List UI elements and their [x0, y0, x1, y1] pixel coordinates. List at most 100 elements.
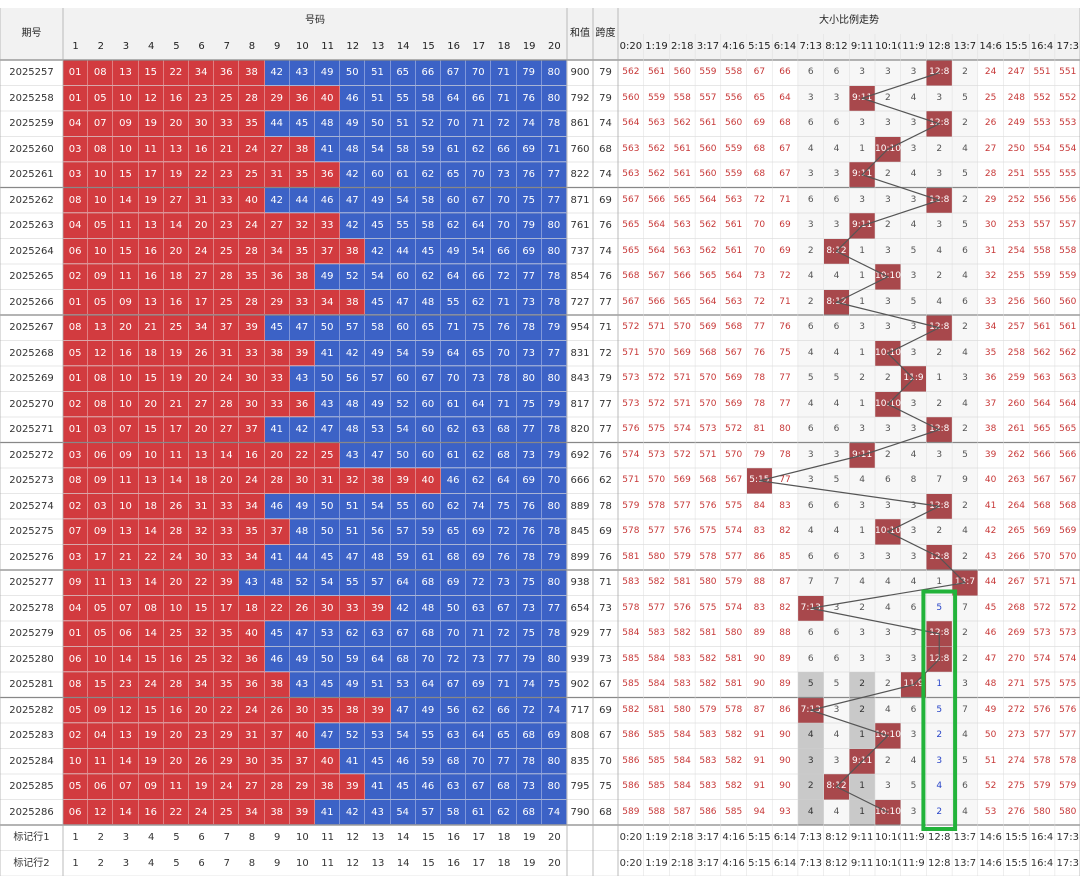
number-ball: 35	[239, 264, 265, 290]
numbers-header: 号码	[63, 8, 567, 34]
number-ball: 74	[516, 111, 542, 137]
number-ball: 58	[415, 187, 441, 213]
issue-cell: 2025267	[0, 315, 63, 341]
number-ball: 20	[189, 366, 215, 392]
ratio-miss-cell: 254	[1007, 245, 1025, 256]
ratio-miss-cell: 4	[900, 213, 927, 239]
ratio-miss-cell: 4	[952, 264, 978, 290]
ratio-miss-cell: 73	[753, 271, 766, 281]
number-ball: 54	[365, 136, 391, 162]
ratio-miss-cell: 3	[900, 264, 927, 290]
ratio-column-header: 17:3	[1054, 34, 1080, 60]
number-ball: 60	[441, 187, 467, 213]
ratio-miss-cell: 251	[1007, 169, 1025, 179]
number-column-header: 19	[516, 34, 542, 60]
sum-cell: 954	[567, 315, 593, 341]
ratio-miss-cell: 69	[779, 245, 791, 256]
ratio-column-header: 8:12	[823, 34, 850, 60]
number-ball: 08	[88, 391, 114, 417]
ratio-miss-cell: 3	[823, 162, 850, 188]
number-ball: 78	[541, 111, 567, 137]
ratio-miss-cell: 568	[622, 271, 640, 281]
ratio-column-header: 9:11	[849, 34, 875, 60]
number-ball: 36	[214, 60, 240, 86]
ratio-miss-cell: 259	[1007, 373, 1025, 383]
number-ball: 35	[239, 111, 265, 137]
ratio-miss-cell: 32	[984, 271, 997, 281]
number-ball: 28	[214, 391, 240, 417]
ratio-miss-cell: 68	[753, 169, 766, 179]
ratio-miss-cell: 564	[622, 118, 640, 128]
ratio-miss-cell: 570	[699, 398, 717, 409]
ratio-miss-cell: 3	[797, 213, 824, 239]
number-ball: 49	[365, 340, 391, 366]
sum-cell: 737	[567, 238, 593, 264]
ratio-miss-cell: 26	[984, 118, 997, 128]
span-cell: 79	[593, 366, 618, 392]
ratio-column-header: 2:18	[669, 34, 696, 60]
number-ball: 76	[491, 315, 517, 341]
ratio-miss-cell: 2	[797, 289, 824, 315]
ratio-miss-cell: 566	[673, 271, 691, 281]
number-ball: 51	[365, 60, 391, 86]
number-column-header: 6	[189, 34, 215, 60]
number-ball: 33	[264, 366, 290, 392]
number-ball: 45	[365, 289, 391, 315]
number-ball: 77	[541, 340, 567, 366]
number-ball: 33	[214, 187, 240, 213]
number-ball: 70	[441, 366, 467, 392]
number-ball: 16	[113, 340, 139, 366]
sum-cell: 822	[567, 162, 593, 188]
number-ball: 28	[239, 85, 265, 111]
number-ball: 20	[163, 238, 189, 264]
number-column-header: 16	[441, 34, 467, 60]
issue-cell: 2025259	[0, 111, 63, 137]
ratio-miss-cell: 573	[622, 373, 640, 383]
number-ball: 01	[63, 85, 89, 111]
ratio-miss-cell: 2	[952, 60, 978, 86]
number-ball: 76	[516, 162, 542, 188]
ratio-miss-cell: 77	[779, 398, 791, 409]
ratio-miss-cell: 560	[673, 67, 691, 77]
ratio-miss-cell: 562	[1059, 347, 1077, 358]
number-ball: 28	[214, 264, 240, 290]
ratio-miss-cell: 5	[952, 213, 978, 239]
number-ball: 48	[315, 111, 341, 137]
ratio-miss-cell: 564	[699, 194, 717, 205]
ratio-column-header: 11:9	[900, 34, 927, 60]
number-ball: 38	[289, 264, 315, 290]
number-ball: 21	[138, 315, 164, 341]
number-ball: 10	[113, 366, 139, 392]
ratio-miss-cell: 5	[823, 366, 850, 392]
number-ball: 16	[138, 238, 164, 264]
ratio-column-header: 12:8	[926, 34, 953, 60]
number-ball: 48	[340, 391, 366, 417]
number-ball: 31	[264, 162, 290, 188]
sum-cell: 843	[567, 366, 593, 392]
number-ball: 16	[163, 85, 189, 111]
ratio-miss-cell: 2	[926, 391, 953, 417]
number-ball: 10	[113, 136, 139, 162]
number-ball: 27	[163, 187, 189, 213]
ratio-miss-cell: 2	[926, 264, 953, 290]
number-ball: 17	[189, 289, 215, 315]
ratio-miss-cell: 3	[849, 111, 875, 137]
number-ball: 45	[264, 315, 290, 341]
ratio-miss-cell: 5	[900, 238, 927, 264]
number-ball: 75	[466, 315, 492, 341]
number-ball: 49	[340, 111, 366, 137]
span-cell: 68	[593, 136, 618, 162]
number-ball: 08	[88, 60, 114, 86]
ratio-miss-cell: 561	[1059, 322, 1077, 332]
number-ball: 71	[541, 136, 567, 162]
ratio-column-header: 3:17	[695, 34, 721, 60]
number-ball: 61	[441, 136, 467, 162]
ratio-miss-cell: 72	[753, 194, 766, 205]
ratio-miss-cell: 68	[753, 143, 766, 154]
ratio-miss-cell: 75	[779, 347, 791, 358]
ratio-miss-cell: 4	[823, 264, 850, 290]
ratio-miss-cell: 5	[952, 85, 978, 111]
number-ball: 62	[415, 264, 441, 290]
number-ball: 77	[541, 187, 567, 213]
